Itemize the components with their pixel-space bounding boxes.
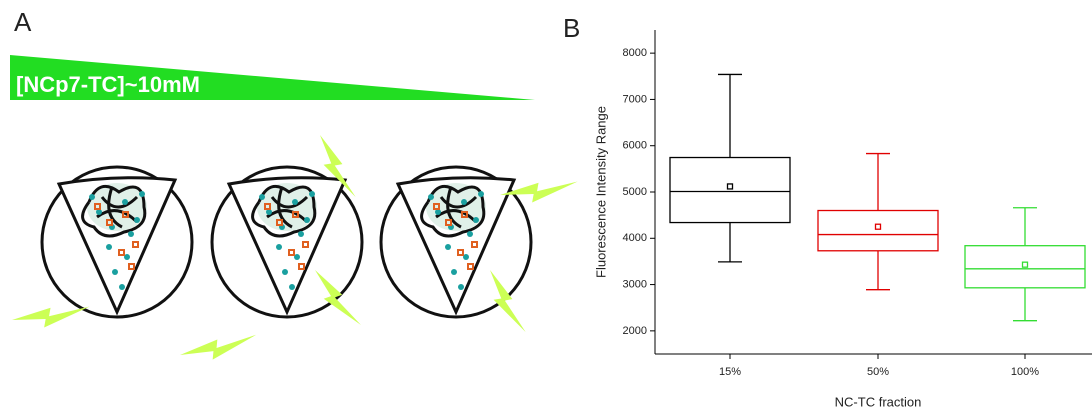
box (964, 245, 1086, 289)
x-axis-title: NC-TC fraction (835, 394, 922, 409)
y-tick-label: 3000 (623, 278, 647, 290)
box (669, 156, 791, 224)
y-tick-label: 4000 (623, 232, 647, 244)
x-tick-label: 15% (719, 366, 741, 378)
panel-label: A (14, 7, 32, 37)
x-tick-label: 50% (867, 366, 889, 378)
y-tick-label: 7000 (623, 93, 647, 105)
y-tick-label: 6000 (623, 140, 647, 152)
mean (726, 183, 734, 190)
concentration-label: [NCp7-TC]~10mM (16, 72, 200, 97)
box-plot: 2000 3000 4000 5000 6000 7000 8000 Fluorescence… (593, 30, 1092, 409)
y-tick-label: 2000 (623, 325, 647, 337)
x-tick-label: 100% (1011, 366, 1039, 378)
mean (874, 223, 882, 230)
y-tick-label: 8000 (623, 47, 647, 59)
box (817, 209, 939, 252)
y-tick-label: 5000 (623, 186, 647, 198)
mean (1021, 261, 1029, 268)
y-axis-title: Fluorescence Intensity Range (593, 106, 608, 278)
gradient-wedge (10, 55, 535, 100)
cells (40, 165, 533, 319)
panel-label: B (563, 13, 580, 43)
